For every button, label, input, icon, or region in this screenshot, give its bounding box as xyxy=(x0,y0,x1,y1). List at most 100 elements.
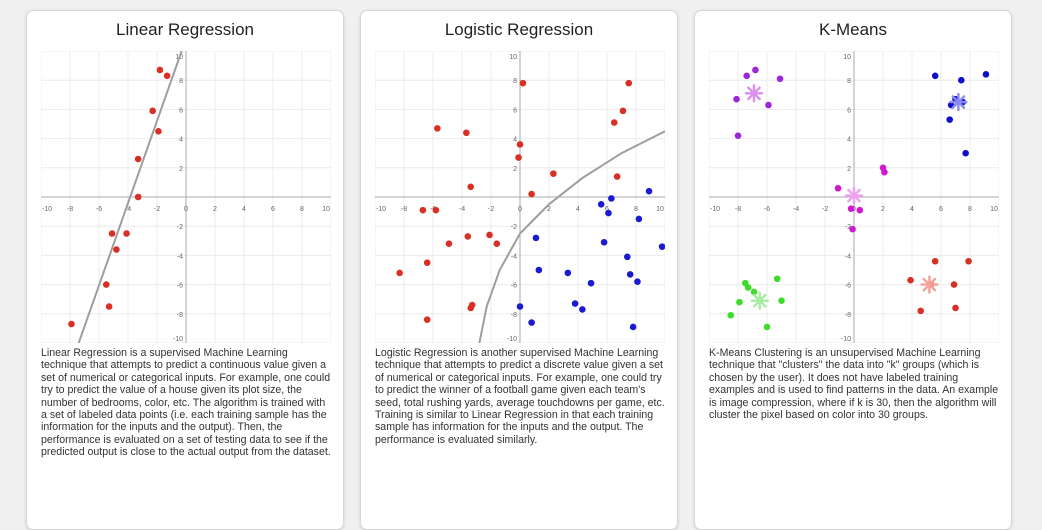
y-tick-label: -2 xyxy=(177,224,183,231)
card-linear-regression: Linear Regression -10 -8 -6 -4 -2 0 2 4 6 8 10 -10 -… xyxy=(26,10,344,530)
x-tick-label: 4 xyxy=(242,206,246,213)
x-tick-label: 10 xyxy=(990,206,998,213)
data-point xyxy=(432,206,440,214)
centroid-marker xyxy=(844,186,864,205)
data-point xyxy=(962,149,969,157)
y-tick-label: 6 xyxy=(513,107,517,114)
data-point xyxy=(743,72,750,80)
data-point xyxy=(750,288,758,296)
data-point xyxy=(605,209,612,217)
x-tick-label: 8 xyxy=(968,206,972,213)
data-point xyxy=(149,107,156,115)
y-tick-label: -6 xyxy=(845,283,851,290)
card-description: Logistic Regression is another supervise… xyxy=(375,347,665,446)
x-tick-label: 2 xyxy=(547,206,551,213)
data-point xyxy=(519,79,527,87)
y-tick-label: -4 xyxy=(511,253,517,260)
x-tick-label: 8 xyxy=(300,206,304,213)
x-tick-label: 10 xyxy=(656,206,664,213)
x-tick-label: 6 xyxy=(939,206,943,213)
data-point xyxy=(105,303,113,310)
data-point xyxy=(965,257,972,265)
data-point xyxy=(123,230,130,237)
card-title: Logistic Regression xyxy=(444,20,594,39)
data-point xyxy=(624,253,631,261)
x-tick-label: 10 xyxy=(322,206,330,213)
data-point xyxy=(658,243,665,250)
data-point xyxy=(946,116,953,123)
data-point xyxy=(463,129,470,137)
data-point xyxy=(528,190,535,198)
data-point xyxy=(625,79,633,87)
centroid-ray xyxy=(922,277,937,292)
y-tick-label: -10 xyxy=(841,336,851,343)
y-tick-label: -4 xyxy=(845,253,851,260)
data-point xyxy=(931,72,939,80)
x-tick-label: -4 xyxy=(125,206,131,213)
x-tick-label: -8 xyxy=(67,206,73,213)
y-tick-label: 2 xyxy=(847,166,851,173)
data-point xyxy=(958,76,965,84)
x-tick-label: 8 xyxy=(634,206,638,213)
y-tick-label: -10 xyxy=(507,336,517,343)
x-tick-label: -6 xyxy=(764,206,770,213)
data-point xyxy=(597,201,605,208)
data-point xyxy=(849,225,856,233)
x-tick-label: 6 xyxy=(605,206,609,213)
x-tick-label: -10 xyxy=(710,206,720,213)
data-point xyxy=(419,206,427,214)
data-point xyxy=(856,206,864,214)
x-tick-label: -2 xyxy=(822,206,828,213)
y-tick-label: -10 xyxy=(173,336,183,343)
data-point xyxy=(108,230,116,237)
card-title: Linear Regression xyxy=(116,20,254,39)
y-tick-label: -4 xyxy=(177,253,183,260)
data-point xyxy=(744,284,752,291)
data-point xyxy=(396,269,403,277)
centroid-ray xyxy=(847,188,861,203)
x-tick-label: -2 xyxy=(154,206,160,213)
card-k-means: K-Means -10-8-6-4-20246810-10-8-6-4-2246… xyxy=(694,10,1012,530)
data-point xyxy=(645,187,653,195)
y-tick-label: -2 xyxy=(511,224,517,231)
data-point xyxy=(727,311,735,319)
data-point xyxy=(445,240,453,248)
centroid-marker xyxy=(744,84,764,103)
data-point xyxy=(113,246,120,253)
y-tick-label: 2 xyxy=(513,166,517,173)
data-point xyxy=(532,234,540,242)
x-tick-label: 2 xyxy=(213,206,217,213)
y-tick-label: -8 xyxy=(845,312,851,319)
y-tick-label: -2 xyxy=(845,224,851,231)
data-point xyxy=(931,257,939,265)
data-point xyxy=(610,119,618,126)
data-point xyxy=(464,233,472,240)
y-tick-label: 4 xyxy=(179,137,183,144)
data-point xyxy=(535,266,543,274)
data-point xyxy=(486,231,493,239)
x-tick-label: 4 xyxy=(576,206,580,213)
x-tick-label: 2 xyxy=(881,206,885,213)
data-point xyxy=(493,240,501,248)
x-tick-label: -4 xyxy=(793,206,799,213)
centroid-ray xyxy=(951,95,966,109)
y-tick-label: -8 xyxy=(511,312,517,319)
decision-boundary xyxy=(478,130,665,343)
y-tick-label: 8 xyxy=(847,78,851,85)
data-point xyxy=(634,278,641,285)
card-logistic-regression: Logistic Regression -10 -8 -6 -4 -2 0 2 4 6 8 10 -1… xyxy=(360,10,678,530)
data-point xyxy=(515,154,522,161)
data-point xyxy=(516,303,524,310)
data-point xyxy=(528,319,535,326)
card-description: K-Means Clustering is an unsupervised Ma… xyxy=(709,347,999,422)
regression-line xyxy=(77,51,183,343)
data-point xyxy=(423,316,431,323)
y-tick-label: 10 xyxy=(509,54,517,61)
x-tick-label: -4 xyxy=(459,206,465,213)
y-tick-label: 6 xyxy=(179,107,183,114)
centroid-ray xyxy=(752,293,767,308)
data-point xyxy=(917,307,924,315)
data-point xyxy=(608,195,615,202)
